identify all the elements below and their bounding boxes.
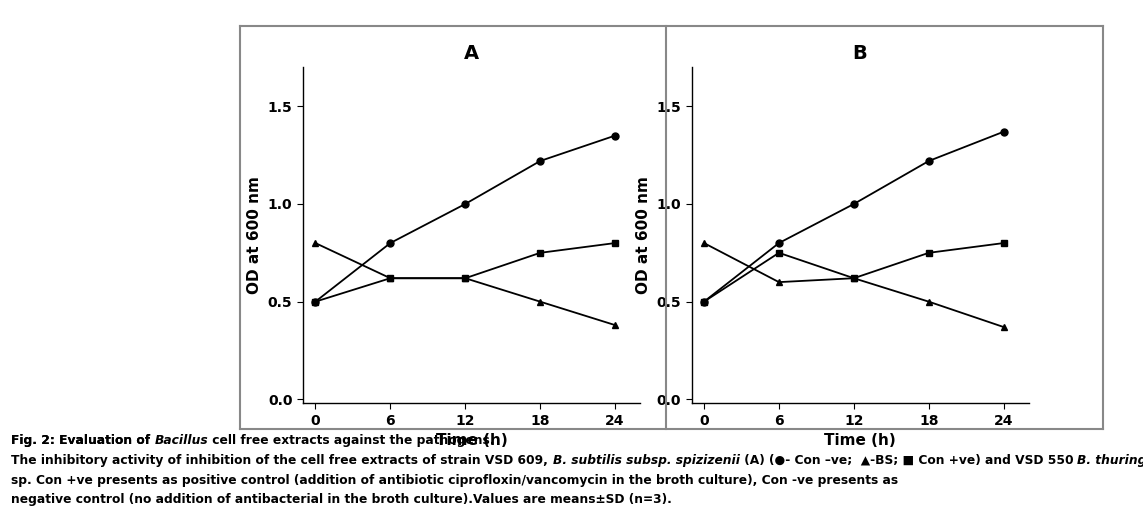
Text: sp. Con +ve presents as positive control (addition of antibiotic ciprofloxin/van: sp. Con +ve presents as positive control… xyxy=(11,474,898,486)
Text: (A) (●- Con –ve;  ▲-BS; ■ Con +ve) and VSD 550: (A) (●- Con –ve; ▲-BS; ■ Con +ve) and VS… xyxy=(740,454,1078,467)
Title: B: B xyxy=(853,44,868,63)
Text: cell free extracts against the pathogens.: cell free extracts against the pathogens… xyxy=(208,434,495,447)
Text: Fig. 2: Evaluation of: Fig. 2: Evaluation of xyxy=(11,434,154,447)
Text: Bacillus: Bacillus xyxy=(154,434,208,447)
Text: negative control (no addition of antibacterial in the broth culture).Values are : negative control (no addition of antibac… xyxy=(11,493,672,506)
Text: Fig. 2: Evaluation of: Fig. 2: Evaluation of xyxy=(11,434,154,447)
X-axis label: Time (h): Time (h) xyxy=(435,433,507,448)
Y-axis label: OD at 600 nm: OD at 600 nm xyxy=(636,176,650,294)
Title: A: A xyxy=(464,44,479,63)
Text: B. thuringiensis: B. thuringiensis xyxy=(1078,454,1143,467)
Text: B. subtilis subsp. spizizenii: B. subtilis subsp. spizizenii xyxy=(552,454,740,467)
Text: The inhibitory activity of inhibition of the cell free extracts of strain VSD 60: The inhibitory activity of inhibition of… xyxy=(11,454,552,467)
X-axis label: Time (h): Time (h) xyxy=(824,433,896,448)
Y-axis label: OD at 600 nm: OD at 600 nm xyxy=(247,176,262,294)
